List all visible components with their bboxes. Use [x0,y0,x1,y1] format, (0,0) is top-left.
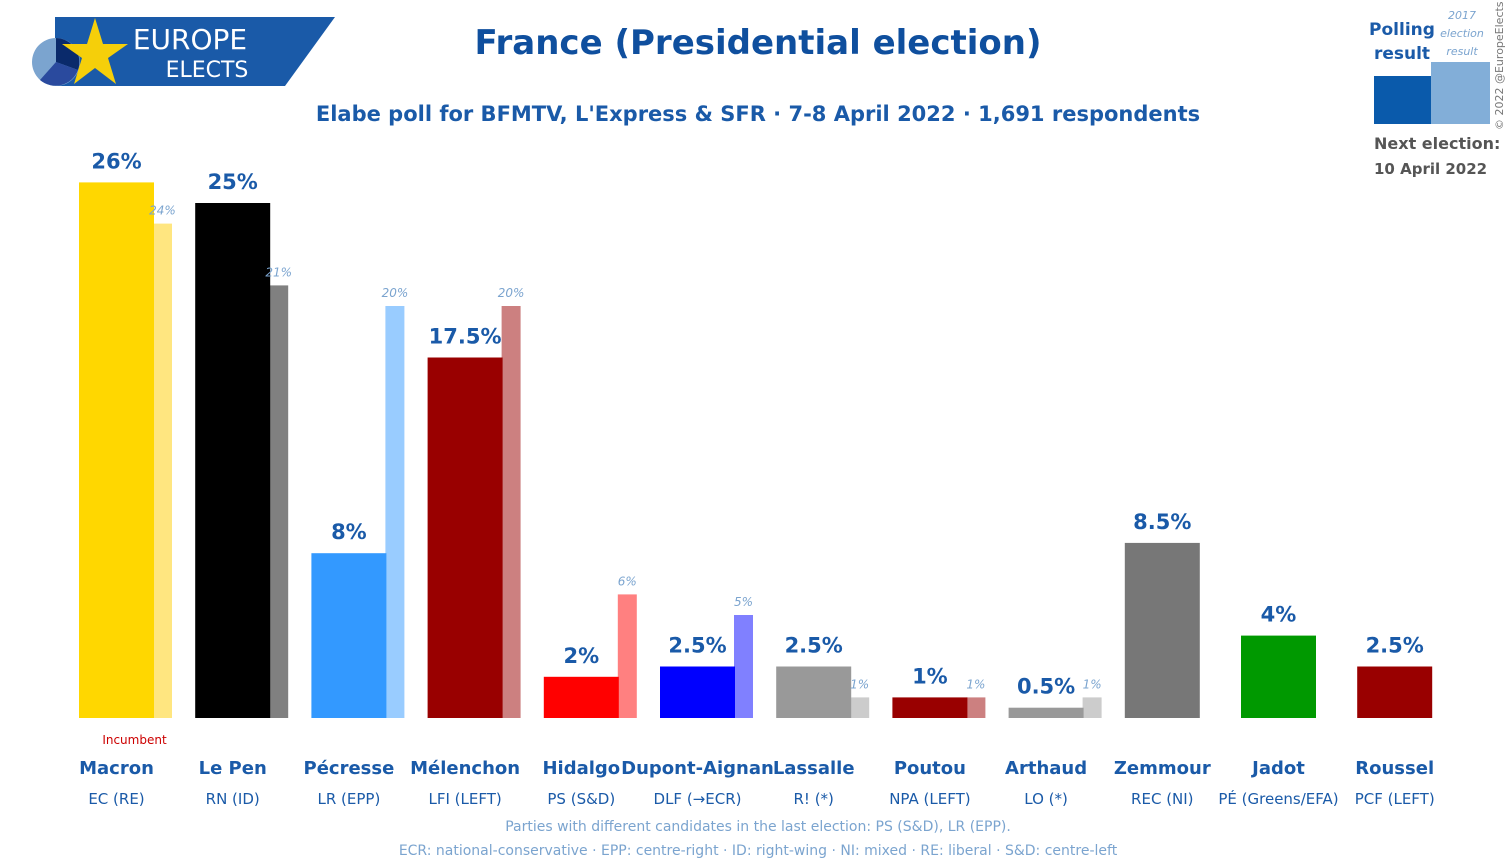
bar-poll-label-0: 26% [91,149,141,173]
bar-2017-label-6: 1% [850,677,869,691]
candidate-name-9: Zemmour [1114,758,1211,779]
bar-2017-label-0: 24% [149,204,176,218]
legend-previous-label-2: election [1440,27,1484,40]
bar-poll-label-9: 8.5% [1133,510,1191,534]
bar-2017-4 [617,594,637,718]
bar-poll-7 [892,697,968,718]
bar-poll-2 [311,553,387,718]
candidate-name-7: Poutou [894,758,966,779]
party-label-0: EC (RE) [88,790,144,808]
footer-note-1: Parties with different candidates in the… [505,819,1011,835]
next-election-label: Next election: [1374,134,1500,153]
bar-poll-label-2: 8% [331,520,367,544]
party-label-7: NPA (LEFT) [889,790,970,808]
bar-poll-0 [79,182,154,718]
bar-poll-11 [1357,666,1433,718]
candidate-name-1: Le Pen [199,758,267,779]
bar-poll-label-7: 1% [912,664,948,688]
candidate-name-5: Dupont-Aignan [621,758,774,779]
logo-line1: EUROPE [133,23,247,56]
bar-poll-label-8: 0.5% [1017,675,1075,699]
party-label-10: PÉ (Greens/EFA) [1218,789,1338,808]
logo-star-icon [62,18,128,84]
legend-previous-swatch [1431,62,1490,124]
bar-poll-9 [1124,542,1200,718]
bars-group [79,182,1433,718]
legend-polling-swatch [1374,76,1434,124]
bar-poll-label-3: 17.5% [429,325,502,349]
bar-poll-5 [660,666,735,718]
bar-2017-label-8: 1% [1083,677,1102,691]
bar-2017-label-2: 20% [382,286,409,300]
bar-2017-label-7: 1% [966,677,985,691]
bar-poll-label-4: 2% [563,644,599,668]
next-election-date: 10 April 2022 [1374,160,1487,178]
bar-poll-10 [1241,635,1316,718]
labels-group: 24% 26% Macron EC (RE) Incumbent 21% 25% Le Pen… [79,149,1435,808]
party-label-2: LR (EPP) [317,790,380,808]
bar-poll-1 [195,203,271,718]
bar-poll-6 [776,666,852,718]
party-label-5: DLF (→ECR) [654,790,742,808]
candidate-name-0: Macron [79,758,154,779]
party-label-11: PCF (LEFT) [1355,790,1435,808]
legend: Polling result 2017 election result Next… [1369,9,1500,178]
bar-2017-0 [153,223,172,718]
legend-previous-label-1: 2017 [1448,9,1476,22]
bar-poll-label-5: 2.5% [668,634,726,658]
party-label-6: R! (*) [793,790,833,808]
candidate-name-10: Jadot [1250,758,1305,779]
bar-2017-6 [850,697,870,718]
candidate-name-6: Lassalle [773,758,855,779]
legend-previous-label-3: result [1446,45,1478,58]
legend-polling-label-1: Polling [1369,20,1435,40]
bar-2017-label-1: 21% [265,265,292,279]
bar-2017-1 [269,285,289,718]
europe-elects-logo: EUROPE ELECTS [32,17,335,86]
bar-poll-label-11: 2.5% [1366,634,1424,658]
incumbent-label: Incumbent [102,733,167,747]
legend-polling-label-2: result [1374,44,1430,64]
party-label-9: REC (NI) [1131,790,1194,808]
candidate-name-3: Mélenchon [410,758,520,779]
candidate-name-8: Arthaud [1005,758,1087,779]
party-label-8: LO (*) [1024,790,1068,808]
bar-poll-8 [1008,707,1084,718]
candidate-name-11: Roussel [1355,758,1434,779]
bar-2017-2 [385,306,405,718]
footer-note-2: ECR: national-conservative · EPP: centre… [399,843,1118,859]
logo-line2: ELECTS [166,58,249,83]
candidate-name-2: Pécresse [304,758,395,779]
chart-subtitle: Elabe poll for BFMTV, L'Express & SFR · … [316,102,1200,126]
bar-poll-label-10: 4% [1261,603,1297,627]
party-label-3: LFI (LEFT) [428,790,501,808]
bar-poll-label-6: 2.5% [785,634,843,658]
bar-poll-3 [427,357,503,718]
bar-2017-label-4: 6% [618,574,637,588]
bar-2017-label-5: 5% [734,595,753,609]
logo-banner [55,17,335,86]
party-label-1: RN (ID) [206,790,260,808]
party-label-4: PS (S&D) [547,790,615,808]
candidate-name-4: Hidalgo [542,758,620,779]
bar-poll-label-1: 25% [208,170,258,194]
chart-title: France (Presidential election) [474,23,1041,63]
bar-poll-4 [543,676,619,718]
bar-2017-5 [734,615,753,718]
bar-2017-8 [1082,697,1102,718]
copyright-text: © 2022 @EuropeElects [1493,1,1506,130]
bar-2017-label-3: 20% [498,286,525,300]
bar-2017-7 [966,697,986,718]
bar-2017-3 [501,306,521,718]
